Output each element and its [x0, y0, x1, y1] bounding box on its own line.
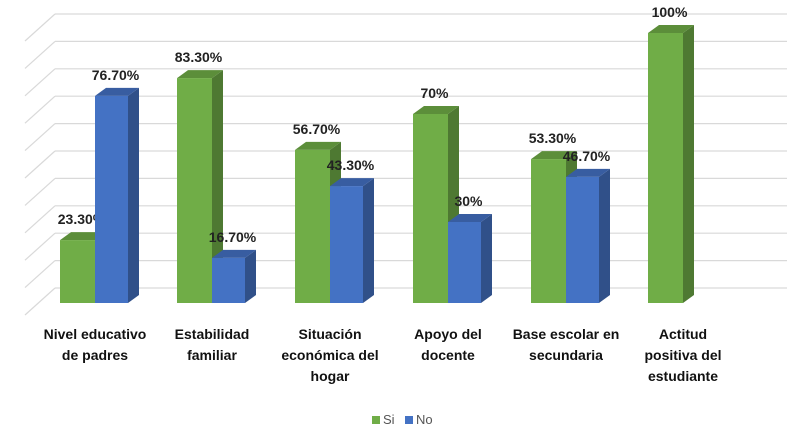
bar-side-No [599, 168, 610, 303]
gridline-floor [24, 177, 56, 206]
bar-Si [60, 240, 95, 303]
gridline-floor [24, 260, 56, 289]
bar-top-Si [648, 25, 694, 33]
bar-No [95, 95, 128, 303]
data-label: 100% [652, 4, 688, 20]
gridline-floor [24, 95, 56, 124]
bar-No [212, 257, 245, 303]
bar-top-No [95, 87, 139, 96]
data-label: 70% [420, 85, 449, 101]
category-label: Apoyo del [414, 326, 482, 342]
bar-side-Si [683, 25, 694, 303]
bar-top-No [448, 214, 492, 222]
data-label: 46.70% [563, 148, 611, 164]
gridline-floor [24, 68, 56, 97]
data-label: 43.30% [327, 157, 375, 173]
bar-top-Si [531, 151, 577, 160]
bar-No [566, 176, 599, 303]
legend-label: No [416, 412, 433, 427]
data-label: 23.30% [58, 211, 106, 227]
category-label: docente [421, 347, 475, 363]
gridline-floor [24, 150, 56, 179]
bar-Si [648, 33, 683, 303]
bar-side-No [245, 249, 256, 303]
data-label: 53.30% [529, 130, 577, 146]
legend-swatch-Si [372, 416, 380, 424]
bar-top-Si [60, 232, 106, 241]
gridline-floor [24, 13, 56, 42]
category-label: Situación [298, 326, 361, 342]
data-label: 56.70% [293, 121, 341, 137]
bar-top-No [212, 249, 256, 258]
bar-side-No [363, 178, 374, 303]
bar-side-Si [212, 70, 223, 303]
data-label: 30% [454, 193, 483, 209]
gridline-floor [24, 232, 56, 261]
category-label: secundaria [529, 347, 603, 363]
data-label: 76.70% [92, 67, 140, 83]
legend-label: Si [383, 412, 395, 427]
legend-swatch-No [405, 416, 413, 424]
bar-Si [177, 78, 212, 303]
gridline-floor [24, 40, 56, 69]
category-label: Estabilidad [175, 326, 250, 342]
bar-top-Si [177, 70, 223, 79]
bar-top-Si [413, 106, 459, 114]
category-label: económica del [281, 347, 378, 363]
category-label: positiva del [644, 347, 721, 363]
gridline-floor [24, 205, 56, 234]
bar-side-No [128, 87, 139, 303]
gridline-floor [24, 123, 56, 152]
bar-top-No [330, 178, 374, 187]
bar-No [448, 222, 481, 303]
category-label: familiar [187, 347, 237, 363]
bar-Si [413, 114, 448, 303]
category-label: de padres [62, 347, 128, 363]
category-label: hogar [311, 368, 350, 384]
gridline-floor [24, 287, 56, 316]
bar-top-Si [295, 141, 341, 150]
bar-Si [531, 159, 566, 303]
category-label: Nivel educativo [44, 326, 147, 342]
category-label: Base escolar en [513, 326, 620, 342]
bar-side-No [481, 214, 492, 303]
data-label: 83.30% [175, 49, 223, 65]
bar-top-No [566, 168, 610, 177]
category-label: estudiante [648, 368, 718, 384]
bar-Si [295, 149, 330, 303]
category-label: Actitud [659, 326, 707, 342]
data-label: 16.70% [209, 229, 257, 245]
bar-No [330, 186, 363, 303]
